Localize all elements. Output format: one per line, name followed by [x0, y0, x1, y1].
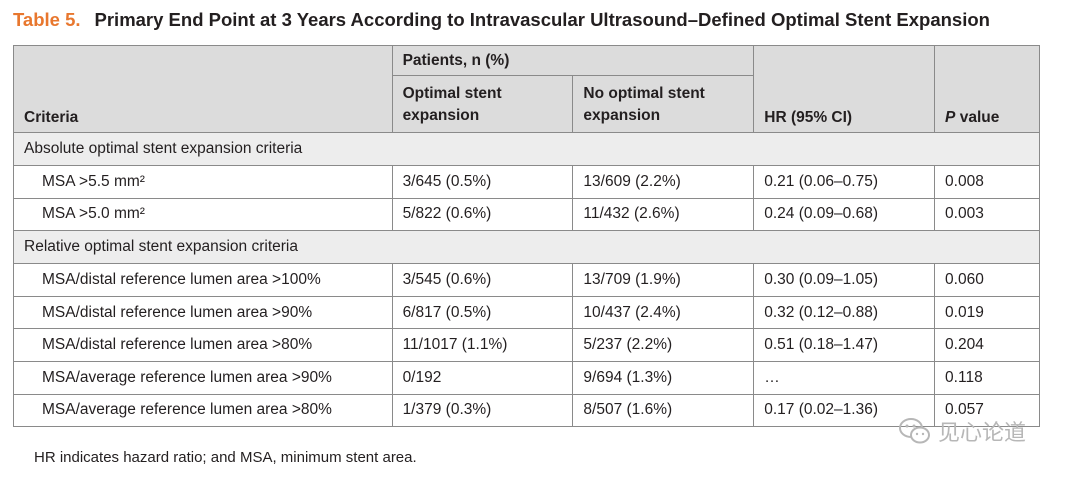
- cell-p: 0.118: [934, 360, 1040, 395]
- table-row: MSA/distal reference lumen area >80% 11/…: [13, 328, 1040, 362]
- cell-hr: 0.30 (0.09–1.05): [753, 263, 936, 297]
- header-p-italic: P: [945, 109, 956, 126]
- cell-p: 0.060: [934, 263, 1040, 297]
- table-row: MSA >5.5 mm² 3/645 (0.5%) 13/609 (2.2%) …: [13, 165, 1040, 199]
- cell-no-optimal: 8/507 (1.6%): [572, 393, 755, 428]
- cell-criteria: MSA/average reference lumen area >80%: [13, 393, 393, 428]
- cell-optimal: 11/1017 (1.1%): [391, 328, 574, 362]
- cell-no-optimal: 13/609 (2.2%): [572, 165, 755, 199]
- watermark-text: 见心论道: [938, 420, 1027, 445]
- results-table: Criteria Patients, n (%) HR (95% CI) P v…: [13, 45, 1040, 428]
- cell-criteria: MSA/distal reference lumen area >80%: [13, 328, 393, 362]
- cell-no-optimal: 11/432 (2.6%): [572, 197, 755, 232]
- cell-hr: 0.24 (0.09–0.68): [753, 197, 936, 232]
- header-p-value: P value: [934, 45, 1040, 133]
- cell-optimal: 3/545 (0.6%): [391, 263, 574, 297]
- table-row: MSA/distal reference lumen area >90% 6/8…: [13, 295, 1040, 330]
- table-row: MSA/distal reference lumen area >100% 3/…: [13, 263, 1040, 297]
- cell-criteria: MSA/average reference lumen area >90%: [13, 360, 393, 395]
- cell-optimal: 0/192: [391, 360, 574, 395]
- chat-bubbles-icon: [899, 418, 930, 444]
- cell-no-optimal: 9/694 (1.3%): [572, 360, 755, 395]
- header-criteria: Criteria: [13, 45, 393, 133]
- header-p-rest: value: [955, 109, 1000, 126]
- table-footnote: HR indicates hazard ratio; and MSA, mini…: [34, 449, 417, 466]
- cell-no-optimal: 5/237 (2.2%): [572, 328, 755, 362]
- cell-hr: …: [753, 360, 936, 395]
- cell-optimal: 1/379 (0.3%): [391, 393, 574, 428]
- section-title-absolute: Absolute optimal stent expansion criteri…: [13, 132, 1040, 166]
- cell-p: 0.019: [934, 295, 1040, 330]
- cell-criteria: MSA >5.5 mm²: [13, 165, 393, 199]
- table-title-text: Primary End Point at 3 Years According t…: [94, 9, 990, 30]
- cell-optimal: 6/817 (0.5%): [391, 295, 574, 330]
- cell-hr: 0.32 (0.12–0.88): [753, 295, 936, 330]
- cell-p: 0.204: [934, 328, 1040, 362]
- cell-no-optimal: 13/709 (1.9%): [572, 263, 755, 297]
- header-patients: Patients, n (%): [391, 45, 755, 76]
- table-row: MSA >5.0 mm² 5/822 (0.6%) 11/432 (2.6%) …: [13, 197, 1040, 232]
- cell-criteria: MSA/distal reference lumen area >90%: [13, 295, 393, 330]
- section-title-relative: Relative optimal stent expansion criteri…: [13, 230, 1040, 265]
- cell-optimal: 3/645 (0.5%): [391, 165, 574, 199]
- cell-no-optimal: 10/437 (2.4%): [572, 295, 755, 330]
- table-number-label: Table 5.: [13, 9, 81, 30]
- watermark: 见心论道: [898, 411, 1048, 451]
- table-row: MSA/average reference lumen area >90% 0/…: [13, 360, 1040, 395]
- cell-p: 0.008: [934, 165, 1040, 199]
- header-hr: HR (95% CI): [753, 45, 936, 133]
- cell-optimal: 5/822 (0.6%): [391, 197, 574, 232]
- header-optimal: Optimal stent expansion: [391, 75, 574, 133]
- header-no-optimal: No optimal stent expansion: [572, 75, 755, 133]
- cell-hr: 0.51 (0.18–1.47): [753, 328, 936, 362]
- cell-criteria: MSA >5.0 mm²: [13, 197, 393, 232]
- cell-criteria: MSA/distal reference lumen area >100%: [13, 263, 393, 297]
- table-row: MSA/average reference lumen area >80% 1/…: [13, 393, 1040, 428]
- cell-hr: 0.21 (0.06–0.75): [753, 165, 936, 199]
- table-title: Table 5. Primary End Point at 3 Years Acc…: [13, 9, 990, 31]
- cell-p: 0.003: [934, 197, 1040, 232]
- cell-p: 0.057: [934, 393, 1040, 428]
